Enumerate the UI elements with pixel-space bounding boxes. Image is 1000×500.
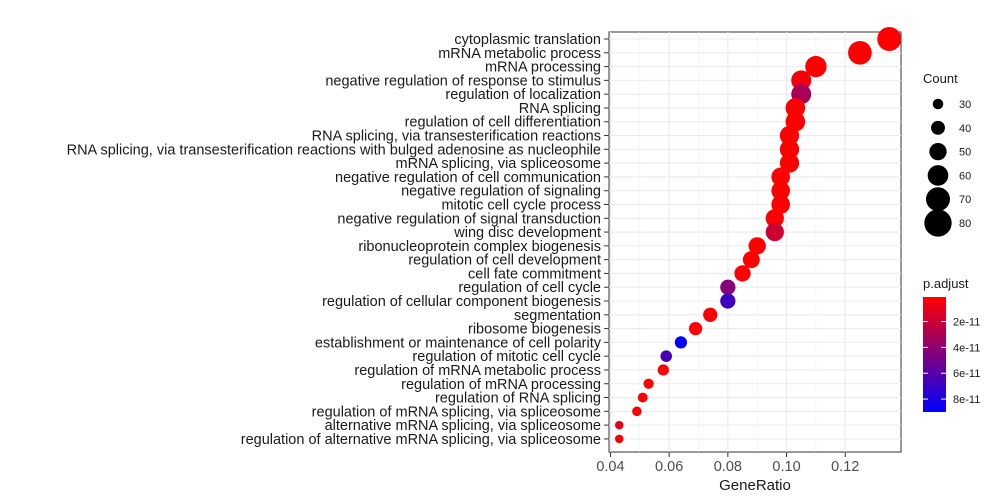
x-tick-label: 0.12 — [831, 459, 859, 475]
data-point — [643, 378, 654, 389]
category-label: regulation of mRNA metabolic process — [354, 363, 601, 379]
category-label: regulation of mRNA splicing, via spliceo… — [312, 404, 601, 420]
size-legend-label: 40 — [959, 123, 971, 135]
data-point — [779, 153, 800, 173]
data-point — [765, 209, 784, 228]
category-label: wing disc development — [453, 225, 601, 241]
x-tick-label: 0.08 — [714, 459, 742, 475]
data-point — [742, 251, 760, 269]
data-point — [637, 392, 648, 403]
color-legend-bar — [923, 297, 946, 412]
category-label: RNA splicing — [519, 101, 601, 117]
color-legend-title: p.adjust — [923, 276, 969, 291]
size-legend-key — [927, 165, 949, 186]
category-label: ribonucleoprotein complex biogenesis — [358, 239, 601, 255]
size-legend-label: 70 — [959, 194, 971, 206]
data-point — [765, 222, 784, 242]
data-point — [720, 293, 736, 309]
data-point — [657, 364, 669, 376]
data-point — [771, 181, 790, 201]
category-label: negative regulation of signaling — [401, 184, 601, 200]
data-point — [771, 195, 790, 214]
x-axis-title: GeneRatio — [719, 477, 791, 494]
color-legend-label: 2e-11 — [953, 317, 980, 329]
size-legend-key — [931, 120, 945, 135]
data-point — [688, 321, 703, 336]
data-point — [660, 350, 673, 362]
data-point — [703, 307, 718, 322]
x-tick-label: 0.04 — [596, 459, 624, 475]
data-point — [734, 265, 751, 282]
size-legend-key — [932, 98, 944, 110]
size-legend-key — [926, 187, 950, 212]
data-point — [674, 336, 688, 349]
color-legend: 2e-11 4e-11 6e-11 8e-11 — [923, 317, 980, 406]
grid-lines — [609, 32, 901, 452]
category-label: RNA splicing, via transesterification re… — [312, 129, 601, 145]
data-point — [848, 40, 872, 65]
size-legend-title: Count — [923, 71, 958, 86]
color-legend-label: 6e-11 — [953, 368, 980, 380]
x-tick-label: 0.06 — [655, 459, 683, 475]
category-label: regulation of mitotic cell cycle — [412, 349, 601, 365]
color-legend-label: 8e-11 — [953, 394, 980, 406]
category-label: RNA splicing, via transesterification re… — [67, 142, 601, 158]
data-point — [805, 55, 827, 78]
data-point — [614, 420, 624, 430]
size-legend-label: 30 — [959, 99, 971, 111]
x-axis: 0.04 0.06 0.08 0.10 0.12 — [596, 452, 859, 475]
category-label: regulation of cell cycle — [458, 280, 601, 296]
category-label: alternative mRNA splicing, via spliceoso… — [325, 418, 601, 434]
size-legend-label: 80 — [959, 218, 971, 230]
size-legend-label: 50 — [959, 147, 971, 159]
size-legend: 30 40 50 60 70 80 — [924, 98, 971, 237]
category-label: negative regulation of cell communicatio… — [335, 170, 601, 186]
category-label: cell fate commitment — [468, 266, 601, 282]
data-point — [771, 167, 790, 187]
category-label: regulation of mRNA processing — [401, 377, 601, 393]
data-point — [748, 237, 766, 255]
category-label: regulation of cellular component biogene… — [322, 294, 601, 310]
data-point — [614, 434, 624, 444]
category-label: mitotic cell cycle process — [441, 197, 601, 213]
category-label: negative regulation of response to stimu… — [325, 73, 601, 89]
category-label: regulation of alternative mRNA splicing,… — [241, 432, 601, 448]
data-point — [791, 70, 812, 91]
x-tick-label: 0.10 — [772, 459, 800, 475]
category-label: regulation of cell differentiation — [405, 115, 601, 131]
category-label: cytoplasmic translation — [454, 32, 601, 48]
color-legend-label: 4e-11 — [953, 342, 980, 354]
data-point — [877, 27, 902, 51]
category-label: regulation of cell development — [408, 253, 601, 269]
data-point — [779, 125, 800, 146]
category-label: regulation of localization — [445, 87, 601, 103]
category-label: mRNA processing — [485, 60, 601, 76]
category-label: establishment or maintenance of cell pol… — [315, 335, 602, 351]
category-label: negative regulation of signal transducti… — [337, 211, 601, 227]
data-point — [785, 98, 806, 118]
size-legend-key — [929, 142, 947, 161]
data-point — [632, 406, 642, 417]
category-label: regulation of RNA splicing — [435, 391, 601, 407]
category-label: segmentation — [514, 308, 601, 324]
data-point — [720, 279, 736, 295]
category-label: mRNA splicing, via spliceosome — [396, 156, 602, 172]
size-legend-key — [924, 209, 952, 237]
category-label: ribosome biogenesis — [468, 322, 601, 338]
size-legend-label: 60 — [959, 170, 971, 182]
data-point — [779, 139, 800, 159]
points — [614, 27, 902, 444]
category-label: mRNA metabolic process — [438, 46, 601, 62]
